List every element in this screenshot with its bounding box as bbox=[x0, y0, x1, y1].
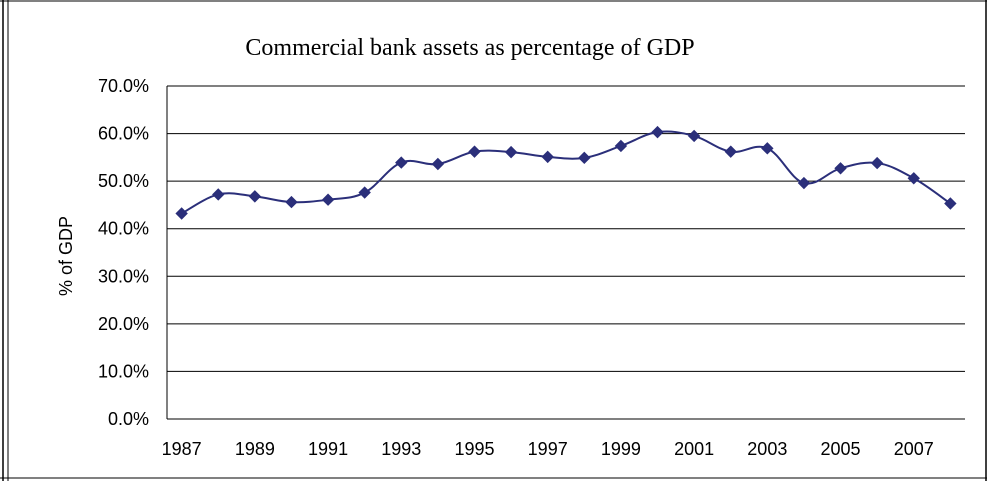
data-point-marker bbox=[797, 176, 811, 190]
data-point-marker bbox=[687, 129, 701, 143]
data-point-marker bbox=[541, 150, 554, 164]
data-point-marker bbox=[504, 145, 518, 159]
gridlines bbox=[167, 85, 965, 372]
y-tick-label: 50.0% bbox=[98, 171, 149, 191]
data-point-marker bbox=[907, 172, 920, 185]
y-tick-label: 10.0% bbox=[98, 361, 149, 381]
data-point-marker bbox=[834, 162, 847, 175]
data-point-marker bbox=[175, 207, 188, 220]
data-point-marker bbox=[724, 145, 737, 158]
data-point-marker bbox=[358, 186, 371, 199]
data-point-marker bbox=[578, 151, 591, 165]
x-tick-label: 2007 bbox=[894, 439, 934, 459]
x-tick-label: 1987 bbox=[162, 439, 202, 459]
x-tick-label: 2005 bbox=[821, 439, 861, 459]
x-tick-label: 1989 bbox=[235, 439, 275, 459]
x-tick-label: 2003 bbox=[747, 439, 787, 459]
data-point-marker bbox=[395, 156, 408, 169]
data-point-marker bbox=[285, 195, 298, 209]
data-point-marker bbox=[651, 125, 664, 139]
data-point-marker bbox=[614, 139, 628, 153]
y-tick-label: 70.0% bbox=[98, 76, 149, 96]
y-tick-labels: 0.0% 10.0% 20.0% 30.0% 40.0% 50.0% 60.0% 70.0% bbox=[98, 76, 149, 429]
x-tick-label: 1995 bbox=[454, 439, 494, 459]
axes bbox=[166, 86, 965, 420]
data-point-marker bbox=[944, 197, 957, 210]
series-layer bbox=[175, 125, 957, 220]
y-tick-label: 60.0% bbox=[98, 124, 149, 144]
data-point-marker bbox=[761, 142, 774, 155]
y-tick-label: 20.0% bbox=[98, 314, 149, 334]
x-tick-label: 2001 bbox=[674, 439, 714, 459]
y-tick-label: 0.0% bbox=[108, 409, 149, 429]
y-axis-label: % of GDP bbox=[56, 216, 76, 296]
data-point-marker bbox=[870, 156, 884, 170]
x-tick-labels: 1987 1989 1991 1993 1995 1997 1999 2001 2003 2005… bbox=[162, 439, 934, 459]
data-point-marker bbox=[248, 190, 262, 203]
x-tick-label: 1993 bbox=[381, 439, 421, 459]
data-point-marker bbox=[212, 188, 225, 201]
data-point-marker bbox=[321, 193, 335, 206]
series-line bbox=[181, 130, 951, 215]
data-point-marker bbox=[468, 145, 481, 158]
chart-title: Commercial bank assets as percentage of … bbox=[245, 35, 694, 61]
y-tick-label: 40.0% bbox=[98, 219, 149, 239]
y-tick-label: 30.0% bbox=[98, 266, 149, 286]
data-point-marker bbox=[431, 157, 445, 171]
x-tick-label: 1991 bbox=[308, 439, 348, 459]
x-tick-label: 1997 bbox=[528, 439, 568, 459]
x-tick-label: 1999 bbox=[601, 439, 641, 459]
